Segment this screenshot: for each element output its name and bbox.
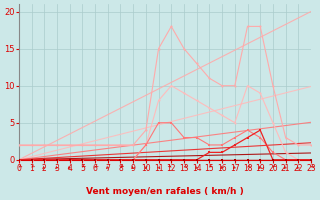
X-axis label: Vent moyen/en rafales ( km/h ): Vent moyen/en rafales ( km/h ): [86, 187, 244, 196]
